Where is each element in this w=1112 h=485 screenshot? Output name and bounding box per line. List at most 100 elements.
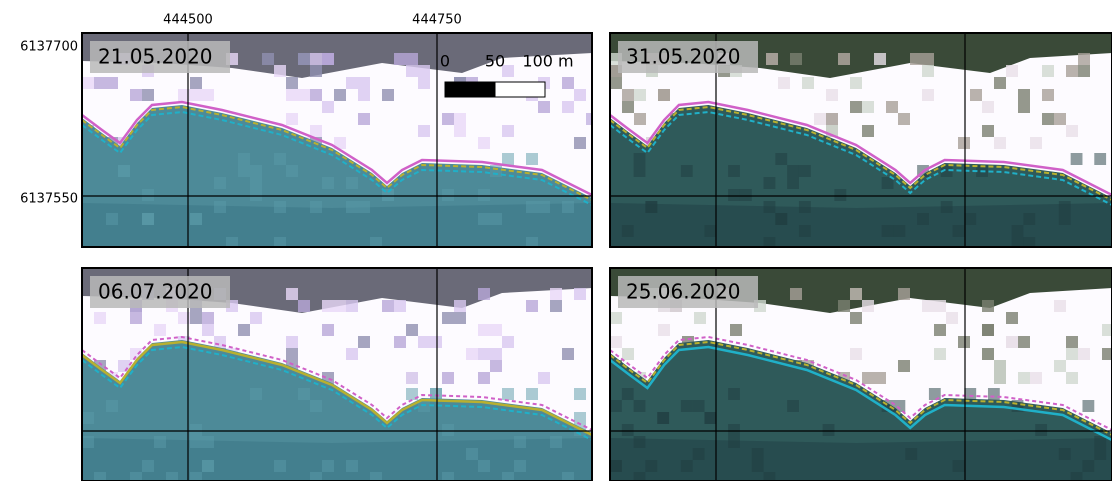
pixel — [1102, 348, 1112, 360]
pixel — [322, 53, 334, 65]
pixel — [694, 312, 706, 324]
pixel — [382, 300, 394, 312]
pixel — [934, 300, 946, 312]
pixel — [154, 324, 166, 336]
pixel — [250, 189, 262, 201]
pixel — [466, 348, 478, 360]
date-label: 25.06.2020 — [626, 280, 741, 304]
pixel — [166, 472, 178, 481]
pixel — [634, 472, 646, 481]
pixel — [905, 448, 917, 460]
pixel — [94, 472, 106, 481]
pixel — [634, 153, 646, 165]
pixel — [1042, 113, 1054, 125]
pixel — [202, 460, 214, 472]
pixel — [526, 153, 538, 165]
date-label: 21.05.2020 — [98, 45, 213, 69]
pixel — [994, 137, 1006, 149]
pixel — [238, 324, 250, 336]
pixel — [562, 472, 574, 481]
pixel — [250, 165, 262, 177]
pixel — [1094, 436, 1106, 448]
pixel — [358, 336, 370, 348]
pixel — [862, 125, 874, 137]
pixel — [130, 312, 142, 324]
pixel — [250, 177, 262, 189]
pixel — [1030, 137, 1042, 149]
pixel — [1006, 312, 1018, 324]
pixel — [764, 472, 776, 481]
pixel — [142, 89, 154, 101]
pixel — [418, 336, 430, 348]
pixel — [442, 424, 454, 436]
pixel — [502, 336, 514, 348]
pixel — [622, 348, 634, 360]
pixel — [514, 460, 526, 472]
pixel — [490, 324, 502, 336]
pixel — [502, 125, 514, 137]
pixel — [286, 77, 298, 89]
pixel — [610, 336, 622, 348]
pixel — [478, 189, 490, 201]
pixel — [142, 213, 154, 225]
pixel — [988, 388, 1000, 400]
pixel — [958, 137, 970, 149]
pixel — [358, 201, 370, 213]
pixel — [1054, 113, 1066, 125]
pixel — [862, 101, 874, 113]
pixel — [238, 165, 250, 177]
pixel — [882, 225, 894, 237]
pixel — [442, 113, 454, 125]
pixel — [826, 89, 838, 101]
x-coord-label: 444750 — [412, 13, 462, 28]
pixel — [834, 189, 846, 201]
map-panel: 31.05.2020 — [610, 33, 1112, 249]
pixel — [310, 400, 322, 412]
pixel — [574, 288, 586, 300]
pixel — [1006, 65, 1018, 77]
pixel — [298, 53, 310, 65]
pixel — [202, 324, 214, 336]
scale-label: 100 m — [522, 52, 573, 71]
pixel — [1059, 213, 1071, 225]
pixel — [693, 448, 705, 460]
pixel — [1018, 101, 1030, 113]
pixel — [728, 436, 740, 448]
pixel — [394, 53, 406, 65]
pixel — [106, 77, 118, 89]
pixel — [1012, 225, 1024, 237]
pixel — [752, 448, 764, 460]
pixel — [610, 460, 622, 472]
pixel — [704, 412, 716, 424]
pixel — [274, 153, 286, 165]
pixel — [1059, 201, 1071, 213]
pixel — [202, 89, 214, 101]
pixel — [454, 125, 466, 137]
pixel — [1071, 472, 1083, 481]
pixel — [1054, 300, 1066, 312]
pixel — [728, 424, 740, 436]
pixel — [238, 153, 250, 165]
pixel — [490, 213, 502, 225]
pixel — [994, 360, 1006, 372]
pixel — [478, 137, 490, 149]
pixel — [202, 312, 214, 324]
pixel — [82, 77, 94, 89]
pixel — [934, 324, 946, 336]
pixel — [814, 113, 826, 125]
pixel — [657, 412, 669, 424]
scale-bar-white — [495, 82, 545, 97]
pixel — [1102, 324, 1112, 336]
pixel — [502, 388, 514, 400]
pixel — [946, 312, 958, 324]
scale-label: 0 — [440, 52, 450, 71]
pixel — [610, 400, 622, 412]
pixel — [850, 101, 862, 113]
date-label: 06.07.2020 — [98, 280, 213, 304]
pixel — [190, 213, 202, 225]
pixel — [622, 424, 634, 436]
pixel — [310, 89, 322, 101]
pixel — [574, 137, 586, 149]
pixel — [658, 89, 670, 101]
pixel — [1071, 153, 1083, 165]
